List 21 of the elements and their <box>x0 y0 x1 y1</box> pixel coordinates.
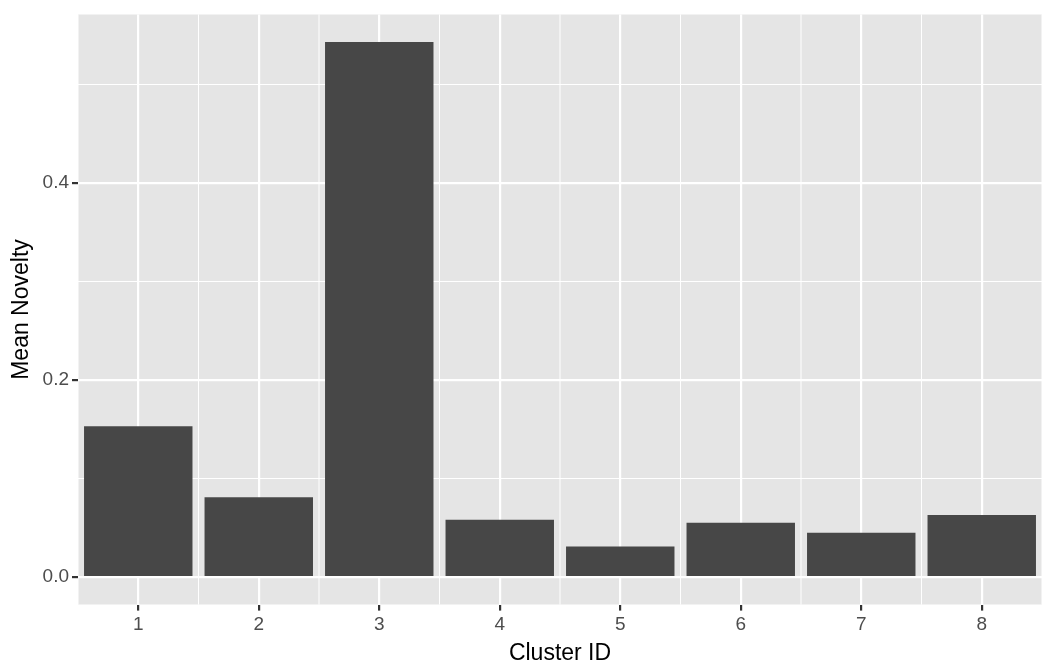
bar <box>927 514 1036 576</box>
x-tick-label: 4 <box>494 613 506 635</box>
bar <box>204 497 313 576</box>
x-axis-title: Cluster ID <box>508 638 612 665</box>
y-tick-label: 0.2 <box>42 368 70 390</box>
x-tick-label: 5 <box>614 613 626 635</box>
x-tick-label: 3 <box>373 613 385 635</box>
bar <box>84 426 193 576</box>
x-tick-label: 1 <box>132 613 144 635</box>
bar <box>807 532 916 576</box>
x-tick-label: 6 <box>735 613 747 635</box>
y-axis-title: Mean Novelty <box>7 238 34 380</box>
bar <box>445 519 554 576</box>
x-tick-label: 2 <box>253 613 265 635</box>
y-tick-label: 0.4 <box>42 171 70 193</box>
bar <box>686 522 795 576</box>
x-tick-label: 8 <box>976 613 988 635</box>
bar <box>566 546 675 576</box>
bar <box>325 41 434 576</box>
x-tick-label: 7 <box>855 613 867 635</box>
y-tick-label: 0.0 <box>42 565 70 587</box>
